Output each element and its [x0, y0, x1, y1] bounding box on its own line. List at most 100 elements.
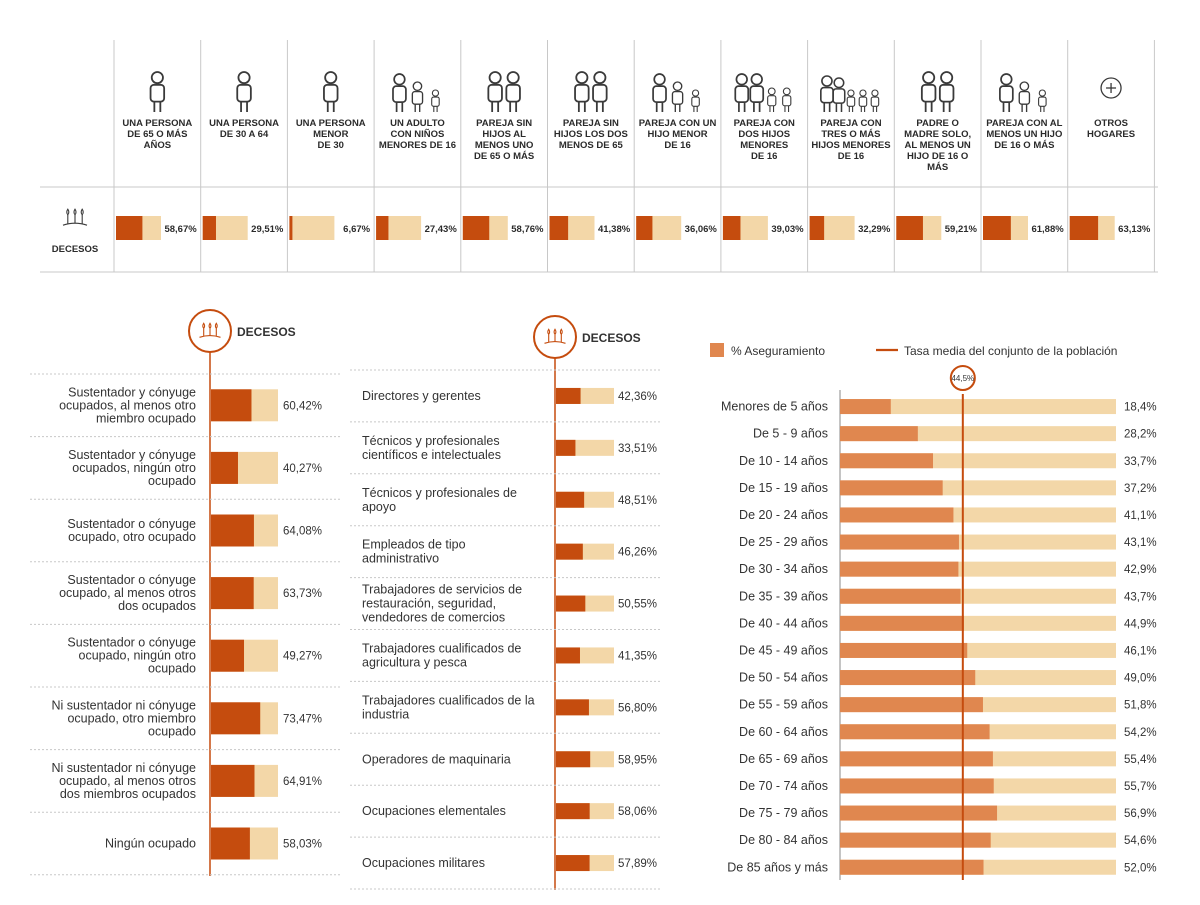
age-panel: % Aseguramiento Tasa media del conjunto d…	[710, 343, 1157, 880]
occupation-row: Trabajadores de servicios derestauración…	[362, 583, 657, 625]
bar-value: 6,67%	[343, 224, 370, 235]
household-label: PAREJA CON UN	[639, 118, 717, 129]
adult-with-children-icon	[392, 73, 440, 112]
bar-fill	[840, 588, 961, 604]
age-row: De 65 - 69 años 55,4%	[739, 751, 1157, 767]
row-label: Técnicos y profesionales	[362, 434, 500, 448]
age-row: De 60 - 64 años 54,2%	[739, 724, 1157, 740]
bar-value: 58,67%	[164, 224, 197, 235]
occupation-row: Directores y gerentes 42,36%	[362, 387, 657, 404]
household-label: MENOR	[313, 129, 349, 140]
bar-value: 48,51%	[618, 495, 657, 507]
bar-fill	[556, 543, 583, 560]
bar-fill	[1069, 216, 1099, 240]
young-person-icon	[323, 71, 339, 112]
bar-fill	[840, 399, 891, 415]
bar-fill	[896, 216, 923, 240]
bar-value: 58,76%	[511, 224, 544, 235]
bar-fill	[211, 827, 250, 860]
household-label: HOGARES	[1087, 129, 1135, 140]
plus-circle-icon	[1100, 77, 1122, 99]
adult-person-icon	[236, 71, 252, 112]
bar-fill	[556, 595, 586, 612]
bar-value: 55,4%	[1124, 754, 1157, 766]
bar-value: 52,0%	[1124, 862, 1157, 874]
bar-value: 60,42%	[283, 400, 322, 412]
bar-fill	[116, 216, 143, 240]
row-label: Ni sustentador ni cónyuge	[51, 698, 196, 712]
household-label: UNA PERSONA	[296, 118, 366, 129]
row-label: vendedores de comercios	[362, 611, 505, 625]
couple-three-children-icon	[820, 75, 880, 112]
household-label: MENORES DE 16	[379, 140, 456, 151]
bar-fill	[840, 670, 976, 686]
bar-value: 44,9%	[1124, 618, 1157, 630]
mean-badge	[949, 365, 976, 391]
age-category-label: De 20 - 24 años	[739, 508, 828, 522]
bar-value: 27,43%	[425, 224, 458, 235]
row-label: dos ocupados	[118, 599, 196, 613]
household-label: PAREJA SIN	[476, 118, 532, 129]
bar-fill	[840, 480, 943, 496]
household-label: HIJO DE 16 O	[907, 151, 968, 162]
bar-fill	[840, 859, 984, 875]
bar-value: 58,95%	[618, 754, 657, 766]
bar-fill	[202, 216, 216, 240]
row-label: Ningún ocupado	[105, 837, 196, 851]
household-label: DE 30	[318, 140, 344, 151]
bar-fill	[840, 453, 934, 469]
row-label: restauración, seguridad,	[362, 597, 496, 611]
bar-fill	[840, 642, 968, 658]
bar-value: 37,2%	[1124, 483, 1157, 495]
bar-value: 33,51%	[618, 443, 657, 455]
bar-value: 41,1%	[1124, 510, 1157, 522]
household-label: DE 16	[838, 151, 864, 162]
bar-value: 55,7%	[1124, 781, 1157, 793]
occupation-row: Ocupaciones elementales 58,06%	[362, 803, 657, 820]
age-category-label: De 5 - 9 años	[753, 427, 828, 441]
row-label: Trabajadores de servicios de	[362, 583, 522, 597]
age-row: De 35 - 39 años 43,7%	[739, 588, 1157, 604]
bar-fill	[211, 514, 254, 547]
bar-value: 46,26%	[618, 547, 657, 559]
bar-value: 54,2%	[1124, 727, 1157, 739]
age-category-label: Menores de 5 años	[721, 400, 828, 414]
bar-fill	[211, 764, 255, 797]
age-category-label: De 80 - 84 años	[739, 833, 828, 847]
household-label: PADRE O	[916, 118, 959, 129]
mean-label: 44,5%	[951, 374, 974, 383]
occupation-row: Operadores de maquinaria 58,95%	[362, 751, 657, 768]
age-row: De 85 años y más 52,0%	[727, 859, 1157, 875]
bar-value: 40,27%	[283, 463, 322, 475]
bar-value: 58,06%	[618, 806, 657, 818]
occupation-header: DECESOS	[582, 331, 641, 345]
row-label: Empleados de tipo	[362, 538, 466, 552]
bar-value: 46,1%	[1124, 645, 1157, 657]
single-parent-icon	[920, 71, 955, 112]
bar-fill	[840, 697, 983, 713]
row-label: agricultura y pesca	[362, 655, 467, 669]
age-category-label: De 60 - 64 años	[739, 725, 828, 739]
bar-fill	[840, 426, 918, 442]
age-row: De 50 - 54 años 49,0%	[739, 670, 1157, 686]
bar-value: 54,6%	[1124, 835, 1157, 847]
household-label: UNA PERSONA	[122, 118, 192, 129]
couple-adult-child-icon	[999, 73, 1047, 112]
household-label: DOS HIJOS	[738, 129, 790, 140]
bar-value: 73,47%	[283, 713, 322, 725]
age-category-label: De 35 - 39 años	[739, 589, 828, 603]
household-label: UNA PERSONA	[209, 118, 279, 129]
bar-value: 61,88%	[1031, 224, 1064, 235]
household-label: OTROS	[1094, 118, 1128, 129]
occupation-row: Trabajadores cualificados de laindustria…	[362, 693, 657, 721]
bar-value: 57,89%	[618, 858, 657, 870]
row-label: Trabajadores cualificados de la	[362, 693, 535, 707]
bar-fill	[556, 855, 590, 872]
